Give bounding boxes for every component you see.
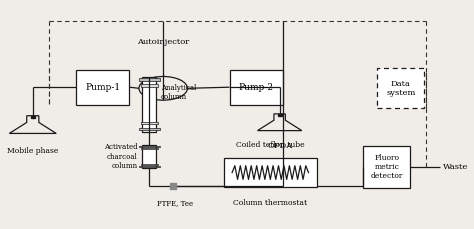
Bar: [377, 68, 424, 108]
Bar: [31, 116, 35, 118]
Text: Column thermostat: Column thermostat: [233, 199, 307, 207]
Bar: [278, 114, 282, 116]
Bar: [224, 158, 317, 187]
Text: Pump-2: Pump-2: [239, 83, 274, 92]
Bar: [139, 166, 160, 167]
Text: PTFE, Tee: PTFE, Tee: [157, 199, 193, 207]
Text: Fluoro
metric
detector: Fluoro metric detector: [371, 154, 403, 180]
Bar: [142, 145, 156, 168]
Text: Analytical
column: Analytical column: [161, 84, 196, 101]
Text: Activated
charcoal
column: Activated charcoal column: [104, 143, 137, 170]
Bar: [139, 78, 160, 81]
Bar: [141, 164, 157, 165]
Bar: [364, 146, 410, 188]
Bar: [139, 128, 160, 130]
Bar: [142, 77, 156, 132]
Text: Pump-1: Pump-1: [85, 83, 120, 92]
Bar: [141, 148, 157, 149]
Text: Mobile phase: Mobile phase: [7, 147, 58, 155]
Bar: [76, 70, 129, 105]
Text: Waste: Waste: [443, 163, 468, 171]
Text: Autoinjector: Autoinjector: [137, 38, 189, 46]
Text: Coiled teflon tube: Coiled teflon tube: [236, 141, 305, 149]
Text: Data
system: Data system: [386, 80, 415, 97]
Bar: [141, 122, 157, 124]
Text: OPDA: OPDA: [267, 142, 292, 150]
Bar: [139, 146, 160, 147]
Bar: [141, 84, 157, 87]
Bar: [229, 70, 283, 105]
